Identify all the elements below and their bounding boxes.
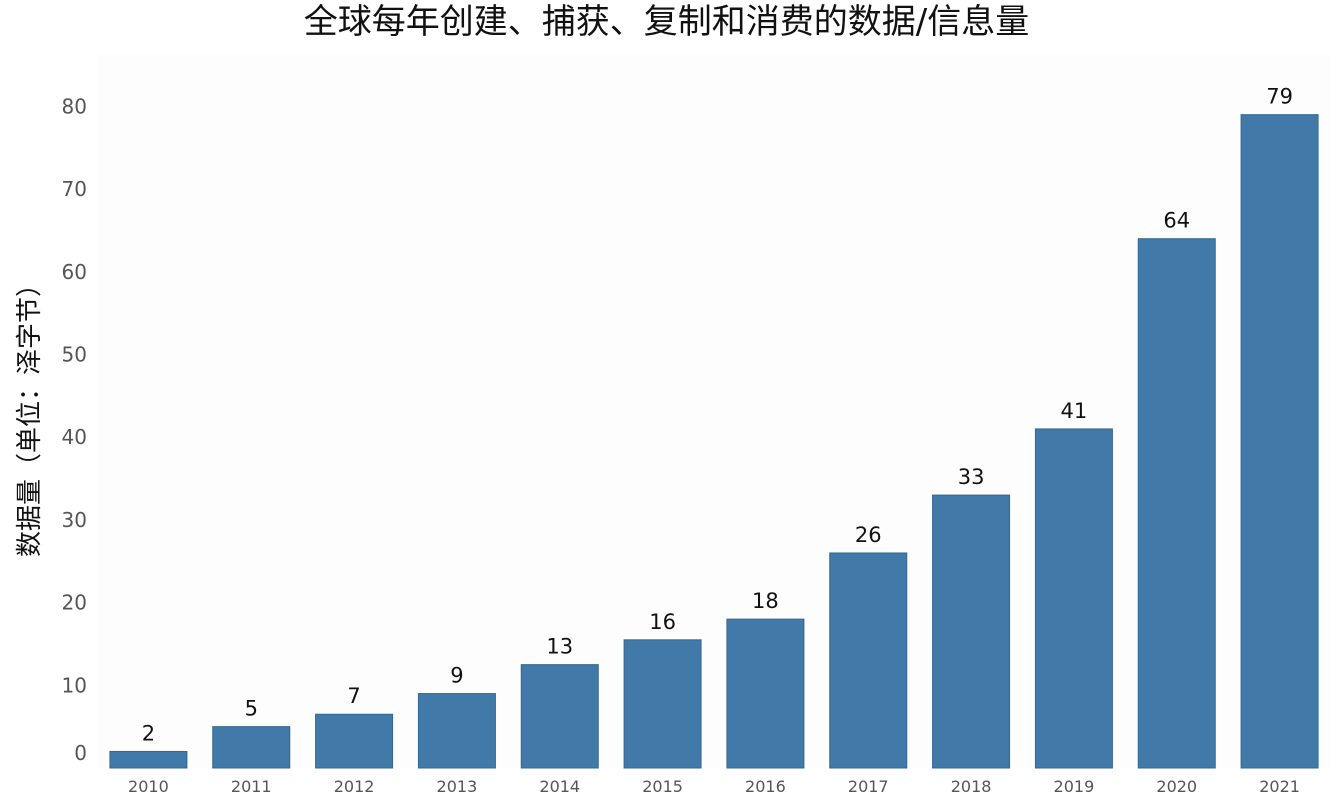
- data-label: 64: [1163, 209, 1190, 233]
- x-axis-ticks: 2010 2011 2012 2013 2014 2015 2016 2017 2018 2019…: [128, 777, 1300, 796]
- y-axis-label: 数据量（单位：泽字节）: [15, 271, 45, 557]
- bar: [623, 639, 702, 769]
- chart-title: 全球每年创建、捕获、复制和消费的数据/信息量: [303, 2, 1030, 42]
- bar: [315, 713, 394, 769]
- y-tick-label: 20: [62, 591, 87, 615]
- data-label: 33: [958, 465, 985, 489]
- bar: [212, 726, 291, 769]
- plot-area: [97, 55, 1331, 768]
- plot-background: [97, 55, 1331, 768]
- y-axis-title: 数据量（单位：泽字节）: [15, 271, 45, 557]
- data-label: 2: [142, 721, 155, 745]
- bar: [109, 750, 188, 769]
- x-tick-label: 2013: [437, 777, 478, 796]
- x-tick-label: 2010: [128, 777, 169, 796]
- x-tick-label: 2015: [642, 777, 683, 796]
- bar: [829, 552, 908, 769]
- bar: [1240, 114, 1319, 769]
- y-tick-label: 70: [62, 177, 87, 201]
- bar: [1137, 238, 1216, 769]
- x-tick-label: 2018: [951, 777, 992, 796]
- y-tick-label: 40: [62, 425, 87, 449]
- bars: [109, 114, 1319, 769]
- y-tick-label: 0: [74, 741, 87, 765]
- data-label: 26: [855, 523, 882, 547]
- x-tick-label: 2021: [1259, 777, 1300, 796]
- x-tick-label: 2011: [231, 777, 272, 796]
- data-label: 13: [546, 635, 573, 659]
- data-label: 79: [1266, 85, 1293, 109]
- x-tick-label: 2014: [539, 777, 580, 796]
- bar: [726, 618, 805, 769]
- bar: [1034, 428, 1113, 769]
- bar: [520, 664, 599, 769]
- data-label: 18: [752, 589, 779, 613]
- data-label: 9: [450, 664, 463, 688]
- bar: [932, 494, 1011, 769]
- data-label: 41: [1061, 399, 1088, 423]
- data-label: 5: [245, 697, 258, 721]
- y-axis-ticks: 0 10 20 30 40 50 60 70 80: [62, 94, 87, 765]
- y-tick-label: 60: [62, 260, 87, 284]
- y-tick-label: 50: [62, 343, 87, 367]
- data-label: 16: [649, 610, 676, 634]
- x-tick-label: 2016: [745, 777, 786, 796]
- x-tick-label: 2020: [1156, 777, 1197, 796]
- bar: [417, 693, 496, 769]
- y-tick-label: 30: [62, 508, 87, 532]
- data-label: 7: [347, 684, 360, 708]
- x-tick-label: 2017: [848, 777, 889, 796]
- y-tick-label: 80: [62, 94, 87, 118]
- x-tick-label: 2019: [1054, 777, 1095, 796]
- y-tick-label: 10: [62, 673, 87, 697]
- x-tick-label: 2012: [334, 777, 375, 796]
